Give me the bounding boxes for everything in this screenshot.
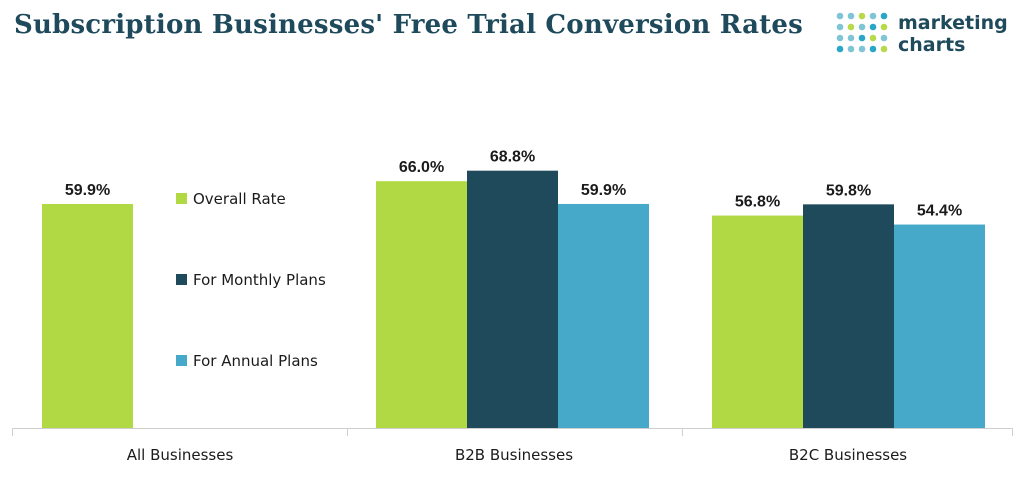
logo-dot xyxy=(836,34,844,42)
logo-dot xyxy=(847,45,855,53)
logo-dot xyxy=(858,34,866,42)
bar xyxy=(712,215,803,428)
logo-dot xyxy=(869,45,877,53)
logo-dot xyxy=(880,12,888,20)
legend-label: For Monthly Plans xyxy=(193,271,326,289)
data-label: 68.8% xyxy=(490,149,535,166)
bar xyxy=(894,224,985,428)
logo-dot xyxy=(836,45,844,53)
logo-dot xyxy=(836,23,844,31)
legend-label: For Annual Plans xyxy=(193,352,318,370)
logo-dot xyxy=(880,34,888,42)
bar xyxy=(467,170,558,429)
data-label: 59.8% xyxy=(826,182,871,199)
chart-title: Subscription Businesses' Free Trial Conv… xyxy=(14,10,803,40)
logo-dot xyxy=(847,23,855,31)
data-label: 66.0% xyxy=(399,159,444,176)
logo-dot xyxy=(880,45,888,53)
logo-dot xyxy=(869,34,877,42)
bar xyxy=(376,181,467,428)
logo-dot xyxy=(847,34,855,42)
logo-line-1: marketing xyxy=(898,12,1008,34)
bar xyxy=(803,204,894,428)
category-label: B2C Businesses xyxy=(789,446,907,464)
logo-dot xyxy=(880,23,888,31)
logo-text: marketing charts xyxy=(898,12,1008,56)
logo-dot xyxy=(858,12,866,20)
category-label: B2B Businesses xyxy=(455,446,573,464)
logo-dot xyxy=(869,12,877,20)
data-label: 59.9% xyxy=(65,182,110,199)
logo-dot xyxy=(858,23,866,31)
data-label: 56.8% xyxy=(735,194,780,211)
logo-dots-icon xyxy=(836,12,888,53)
legend-swatch xyxy=(176,274,187,285)
logo-line-2: charts xyxy=(898,34,966,56)
logo-dot xyxy=(858,45,866,53)
legend-swatch xyxy=(176,193,187,204)
bar xyxy=(558,203,649,428)
category-label: All Businesses xyxy=(127,446,234,464)
logo-dot xyxy=(847,12,855,20)
bar xyxy=(42,203,133,428)
logo-dot xyxy=(836,12,844,20)
legend-swatch xyxy=(176,355,187,366)
data-label: 59.9% xyxy=(581,182,626,199)
marketingcharts-logo: marketing charts xyxy=(832,10,1017,56)
legend-label: Overall Rate xyxy=(193,190,286,208)
logo-dot xyxy=(869,23,877,31)
data-label: 54.4% xyxy=(917,203,962,220)
